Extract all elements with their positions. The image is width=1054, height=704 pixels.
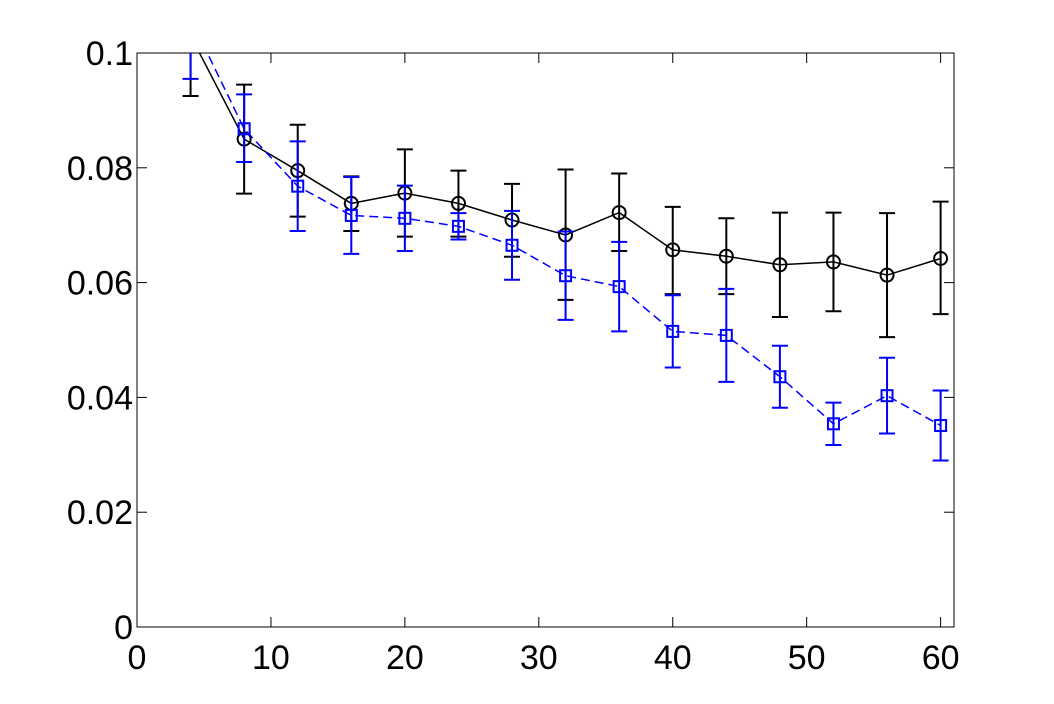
data-point	[934, 419, 948, 433]
y-tick-label: 0.1	[86, 35, 133, 73]
data-point	[185, 13, 196, 24]
data-point	[825, 254, 841, 270]
y-tick-label: 0.06	[67, 265, 133, 303]
y-tick-label: 0	[114, 609, 133, 647]
data-point	[450, 195, 466, 211]
data-point	[612, 280, 626, 294]
y-tick-label: 0.04	[67, 379, 133, 417]
x-tick-label: 0	[128, 639, 147, 677]
data-point	[666, 324, 680, 338]
data-point	[237, 122, 251, 136]
x-tick-label: 40	[654, 639, 692, 677]
data-point	[665, 242, 681, 258]
x-tick-label: 30	[520, 639, 558, 677]
y-tick-label: 0.02	[67, 494, 133, 532]
data-point	[879, 267, 895, 283]
data-point	[772, 257, 788, 273]
data-point	[344, 208, 358, 222]
y-tick-label: 0.08	[67, 150, 133, 188]
data-point	[451, 219, 465, 233]
x-tick-label: 10	[252, 639, 290, 677]
data-point	[826, 417, 840, 431]
data-point	[291, 179, 305, 193]
data-point	[880, 389, 894, 403]
plot-area	[136, 52, 955, 628]
data-point	[933, 250, 949, 266]
data-point	[184, 29, 197, 42]
data-point	[398, 211, 412, 225]
x-tick-label: 50	[788, 639, 826, 677]
data-point	[773, 370, 787, 384]
data-point	[719, 328, 733, 342]
data-point	[718, 248, 734, 264]
data-point	[611, 205, 627, 221]
data-point	[505, 238, 519, 252]
series-1	[182, 13, 949, 462]
x-tick-label: 20	[386, 639, 424, 677]
x-tick-label: 60	[922, 639, 960, 677]
data-point	[559, 269, 573, 283]
